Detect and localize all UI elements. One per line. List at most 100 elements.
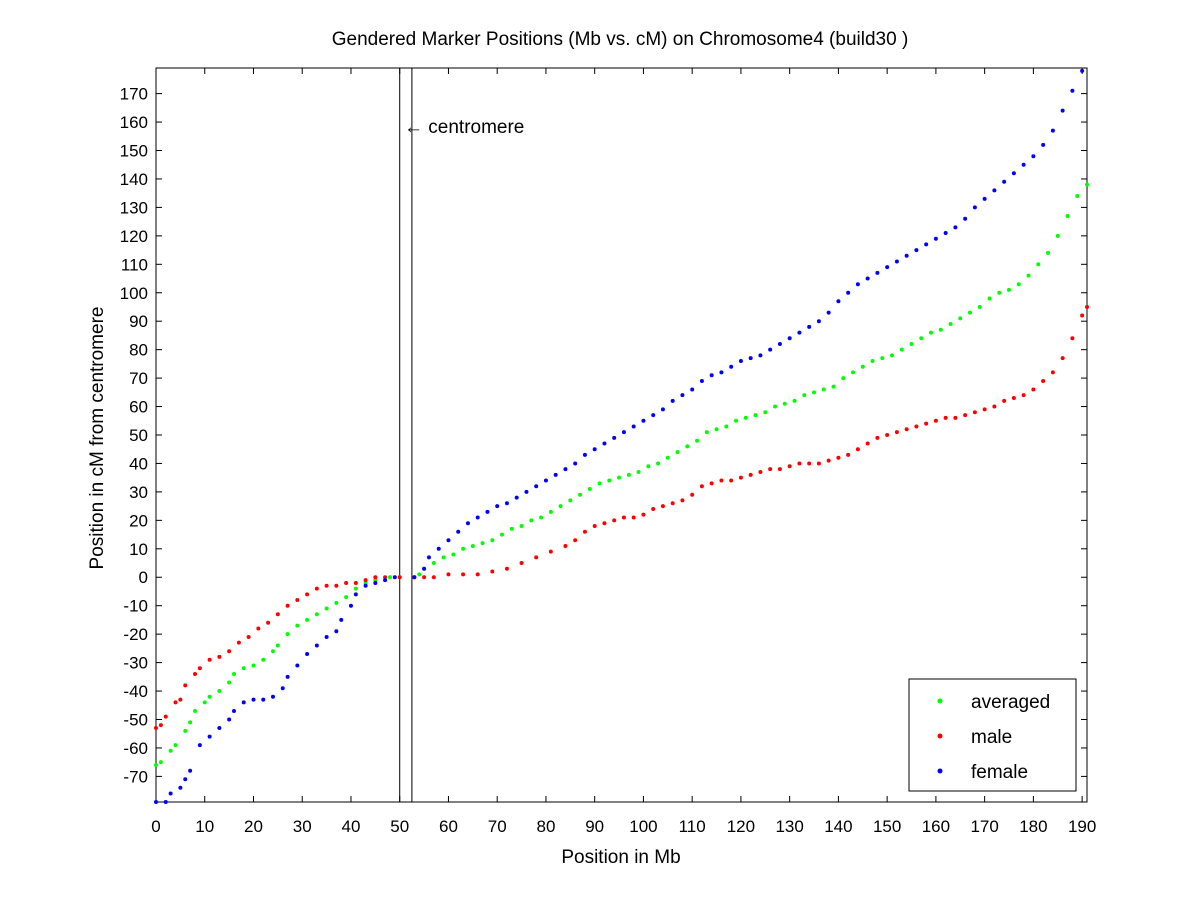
data-point — [841, 376, 846, 381]
data-point — [1036, 262, 1041, 267]
data-point — [953, 225, 958, 230]
data-point — [168, 748, 173, 753]
data-point — [397, 575, 402, 580]
data-point — [943, 415, 948, 420]
data-point — [183, 777, 188, 782]
data-point — [836, 299, 841, 304]
data-point — [919, 336, 924, 341]
data-point — [1050, 128, 1055, 133]
data-point — [709, 373, 714, 378]
data-point — [353, 580, 358, 585]
data-point — [295, 663, 300, 668]
data-point — [719, 370, 724, 375]
x-tick-label: 50 — [390, 817, 409, 836]
data-point — [670, 398, 675, 403]
data-point — [894, 430, 899, 435]
data-point — [851, 370, 856, 375]
data-point — [543, 478, 548, 483]
data-point — [885, 433, 890, 437]
y-tick-label: 140 — [120, 170, 148, 189]
x-axis: 0 10 20 30 40 50 60 70 80 90 100 110 120 130 140 150 160… — [151, 68, 1096, 836]
data-point — [227, 649, 232, 654]
data-point — [914, 248, 919, 253]
legend-marker — [937, 698, 943, 704]
data-point — [1060, 356, 1065, 361]
data-point — [924, 421, 929, 426]
data-point — [446, 572, 451, 577]
data-point — [617, 475, 622, 480]
x-tick-label: 180 — [1019, 817, 1047, 836]
data-point — [807, 324, 812, 329]
data-point — [797, 461, 802, 466]
data-point — [422, 566, 427, 571]
data-point — [285, 674, 290, 679]
data-point — [582, 529, 587, 534]
x-tick-label: 120 — [727, 817, 755, 836]
data-point — [938, 327, 943, 332]
data-point — [163, 800, 168, 804]
data-point — [241, 666, 246, 671]
data-point — [992, 188, 997, 193]
data-point — [573, 538, 578, 543]
y-tick-label: -40 — [123, 682, 148, 701]
data-point — [675, 450, 680, 455]
data-point — [631, 515, 636, 520]
y-tick-label: -50 — [123, 710, 148, 729]
data-point — [285, 632, 290, 637]
data-point — [266, 620, 271, 625]
data-point — [578, 492, 583, 497]
data-point — [582, 452, 587, 457]
data-point — [344, 580, 349, 585]
y-tick-label: 20 — [129, 511, 148, 530]
data-point — [875, 270, 880, 275]
data-point — [412, 575, 417, 580]
data-point — [855, 282, 860, 287]
data-point — [231, 671, 236, 676]
data-point — [787, 464, 792, 469]
data-point — [168, 791, 173, 796]
data-point — [748, 472, 753, 477]
data-point — [363, 580, 368, 585]
y-tick-label: -10 — [123, 597, 148, 616]
data-point — [158, 723, 163, 728]
legend-label: male — [971, 727, 1012, 748]
data-point — [1041, 142, 1046, 147]
data-point — [670, 501, 675, 506]
data-point — [431, 561, 436, 566]
y-tick-label: 130 — [120, 198, 148, 217]
data-point — [738, 359, 743, 364]
data-point — [363, 578, 368, 583]
data-point — [738, 475, 743, 480]
data-point — [275, 643, 280, 648]
x-tick-label: 140 — [824, 817, 852, 836]
x-tick-label: 90 — [585, 817, 604, 836]
x-tick-label: 190 — [1068, 817, 1096, 836]
data-point — [768, 467, 773, 472]
x-tick-label: 100 — [629, 817, 657, 836]
data-point — [197, 666, 202, 671]
data-point — [680, 498, 685, 503]
data-point — [256, 626, 261, 631]
data-point — [890, 353, 895, 358]
data-point — [1080, 68, 1085, 73]
data-point — [602, 521, 607, 526]
data-point — [787, 336, 792, 341]
data-point — [924, 242, 929, 247]
data-point — [280, 686, 285, 691]
data-point — [573, 461, 578, 466]
data-point — [885, 265, 890, 270]
data-point — [456, 529, 461, 534]
data-point — [1085, 304, 1089, 309]
data-point — [816, 461, 821, 466]
data-point — [451, 552, 456, 557]
y-tick-label: 80 — [129, 341, 148, 360]
data-point — [641, 418, 646, 423]
data-point — [894, 259, 899, 264]
data-point — [621, 515, 626, 520]
data-point — [441, 555, 446, 560]
data-point — [241, 700, 246, 705]
data-point — [334, 629, 339, 634]
data-point — [743, 415, 748, 420]
y-tick-label: 30 — [129, 483, 148, 502]
data-point — [563, 467, 568, 472]
